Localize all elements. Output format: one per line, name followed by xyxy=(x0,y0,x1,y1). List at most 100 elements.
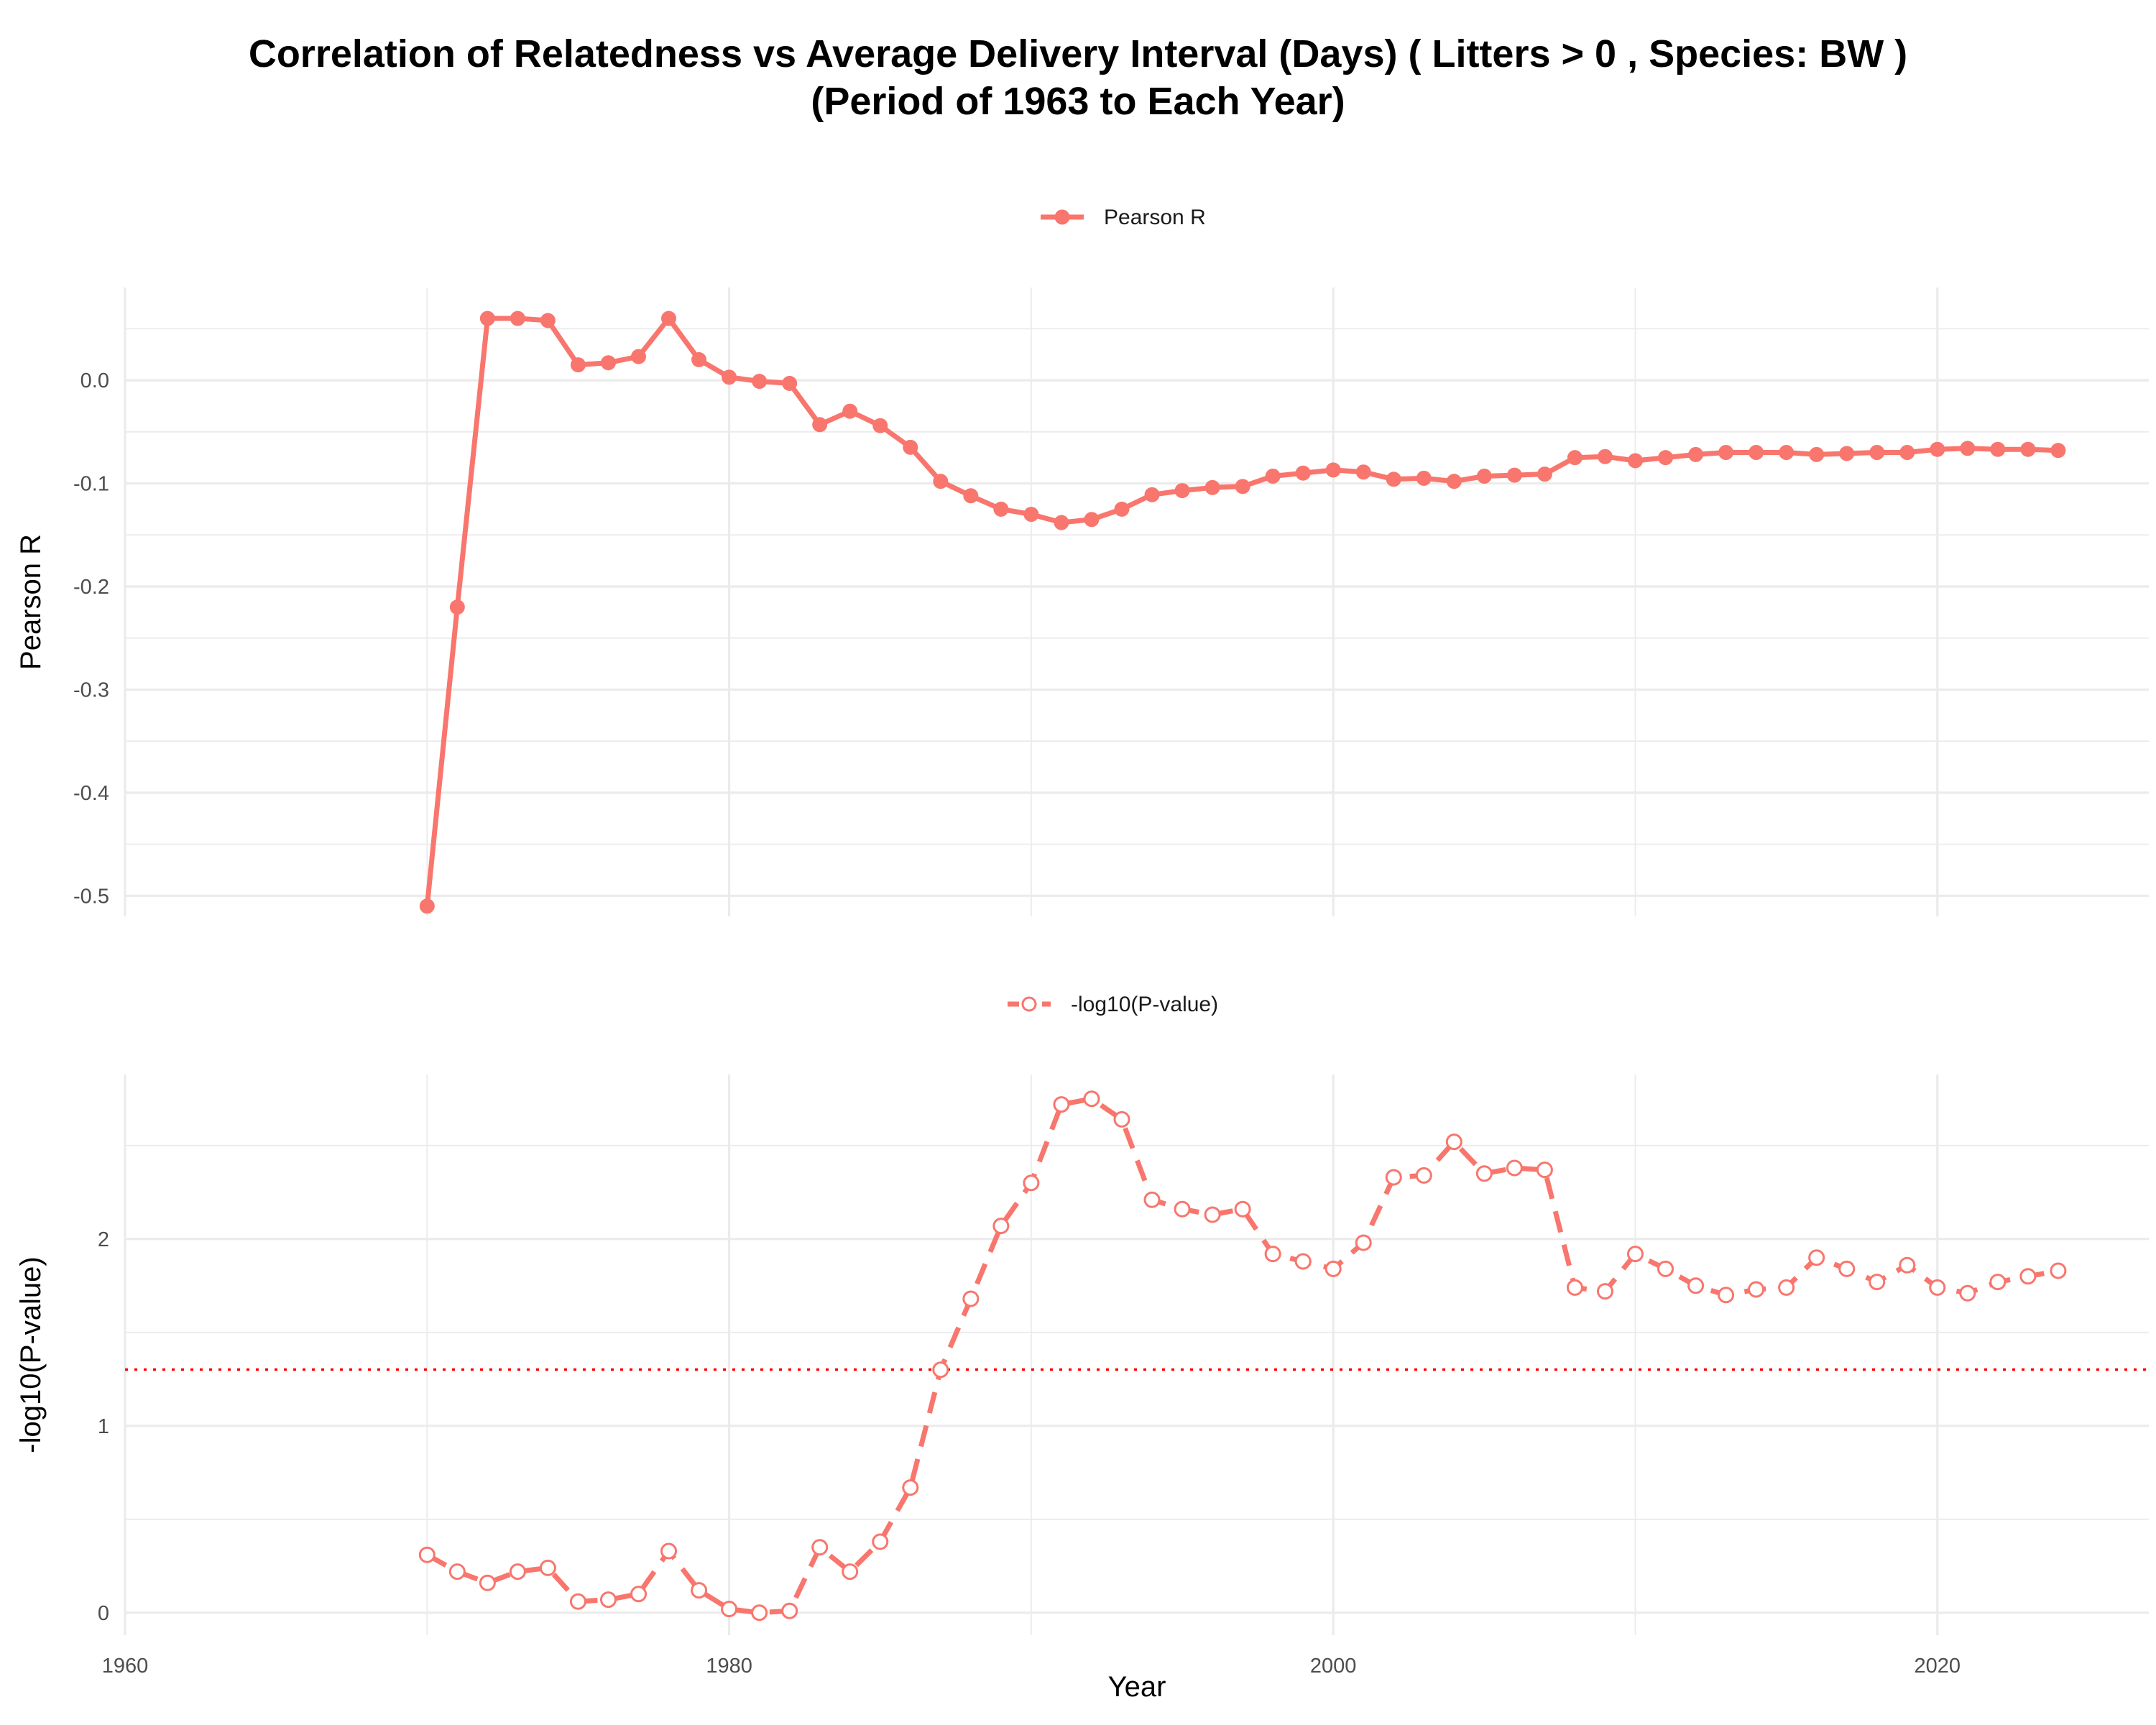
data-point xyxy=(781,1602,798,1619)
data-point xyxy=(691,351,707,367)
data-point xyxy=(1416,470,1432,486)
legend-label: -log10(P-value) xyxy=(1071,993,1218,1016)
chart-title-line-2: (Period of 1963 to Each Year) xyxy=(811,80,1345,123)
data-point xyxy=(1989,1274,2007,1291)
data-point xyxy=(691,1582,708,1599)
data-point xyxy=(1506,467,1522,483)
data-point xyxy=(1144,487,1160,502)
data-point xyxy=(1839,446,1855,461)
data-point xyxy=(1235,479,1250,494)
data-point xyxy=(1054,515,1069,530)
data-point xyxy=(811,1539,829,1556)
data-point xyxy=(631,349,647,364)
data-point xyxy=(1899,1256,1916,1274)
data-points xyxy=(418,1090,2067,1622)
data-point xyxy=(1415,1167,1432,1184)
chart-title-line-1: Correlation of Relatedness vs Average De… xyxy=(248,32,1908,75)
y-tick-label: -0.1 xyxy=(73,473,109,496)
data-point xyxy=(1445,1133,1462,1151)
data-point xyxy=(1113,1110,1130,1128)
data-point xyxy=(1658,450,1674,466)
data-points xyxy=(419,310,2066,914)
data-point xyxy=(2050,443,2066,459)
data-point xyxy=(1596,1283,1613,1300)
data-point xyxy=(722,369,737,385)
data-point xyxy=(963,488,979,504)
data-point xyxy=(1930,441,1945,457)
data-point xyxy=(1264,1246,1281,1263)
data-point xyxy=(448,1563,466,1581)
legend-marker xyxy=(1054,209,1070,225)
data-point xyxy=(1084,512,1100,528)
y-tick-label: -0.4 xyxy=(73,782,109,805)
data-point xyxy=(540,313,556,328)
data-point xyxy=(449,599,465,615)
data-point xyxy=(1808,1249,1825,1266)
gridlines xyxy=(124,288,2149,916)
data-point xyxy=(479,310,495,326)
data-point xyxy=(752,374,768,390)
data-point xyxy=(751,1604,768,1622)
data-point xyxy=(510,310,525,326)
data-point xyxy=(1325,1260,1342,1277)
data-point xyxy=(1506,1159,1523,1177)
data-point xyxy=(600,355,616,371)
chart-title: Correlation of Relatedness vs Average De… xyxy=(0,30,2156,125)
data-point xyxy=(1294,1253,1312,1270)
data-point xyxy=(812,417,828,433)
data-point xyxy=(2050,1262,2067,1279)
data-point xyxy=(1687,1277,1705,1294)
data-point xyxy=(1567,450,1583,466)
data-point xyxy=(539,1559,556,1576)
data-point xyxy=(902,1479,919,1496)
data-point xyxy=(1990,441,2006,457)
data-point xyxy=(1204,479,1220,495)
data-point xyxy=(1385,1169,1402,1186)
x-tick-label: 2020 xyxy=(1915,1655,1961,1678)
y-axis-label: -log10(P-value) xyxy=(15,1256,47,1453)
data-point xyxy=(992,1218,1010,1235)
data-point xyxy=(479,1574,496,1591)
data-point xyxy=(569,1593,586,1610)
data-point xyxy=(1626,1246,1644,1263)
x-tick-label: 1980 xyxy=(706,1655,752,1678)
data-point xyxy=(903,439,918,455)
data-point xyxy=(1537,466,1552,482)
data-point xyxy=(1446,474,1462,489)
data-point xyxy=(570,357,586,373)
data-point xyxy=(2020,441,2036,457)
data-point xyxy=(1959,1284,1976,1302)
data-point xyxy=(1475,1165,1493,1182)
data-point xyxy=(630,1586,648,1603)
data-point xyxy=(1838,1260,1856,1277)
data-point xyxy=(661,310,677,326)
data-point xyxy=(1718,1287,1735,1304)
data-point xyxy=(1355,1234,1372,1251)
data-point xyxy=(1143,1191,1161,1208)
y-tick-label: -0.3 xyxy=(73,678,109,702)
data-point xyxy=(509,1563,526,1581)
x-tick-label: 2000 xyxy=(1310,1655,1357,1678)
data-point xyxy=(419,898,435,914)
data-point xyxy=(1053,1096,1070,1113)
data-point xyxy=(842,403,858,419)
data-point xyxy=(1355,464,1371,480)
legend: -log10(P-value) xyxy=(1008,993,1218,1016)
data-point xyxy=(721,1601,738,1618)
data-point xyxy=(1627,453,1643,469)
data-point xyxy=(1869,1274,1886,1291)
data-point xyxy=(872,418,888,433)
data-point xyxy=(1023,507,1039,523)
data-point xyxy=(1657,1260,1674,1277)
data-point xyxy=(599,1591,617,1609)
series-line xyxy=(424,316,2061,909)
data-point xyxy=(1234,1200,1251,1218)
data-point xyxy=(1386,472,1401,487)
data-point xyxy=(1688,446,1704,462)
data-point xyxy=(1960,441,1976,456)
data-point xyxy=(1778,1279,1795,1296)
series-line xyxy=(425,1096,2059,1616)
data-point xyxy=(1597,448,1613,464)
gridlines xyxy=(124,1075,2149,1635)
data-point xyxy=(2019,1268,2037,1285)
